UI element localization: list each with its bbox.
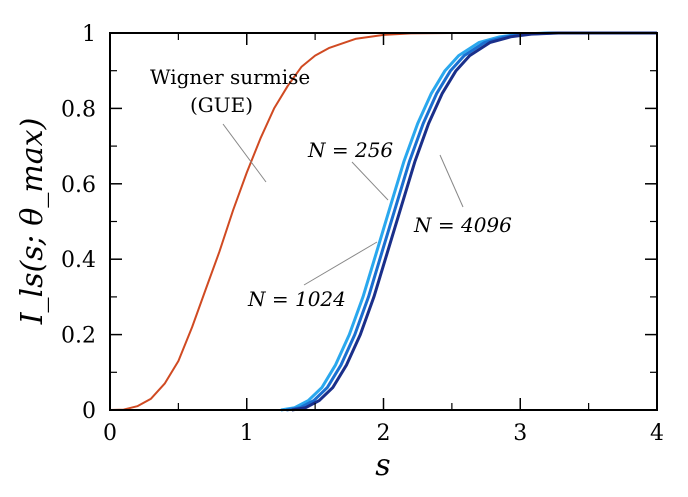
x-axis-title: s	[375, 448, 390, 483]
annotation-leaders	[222, 123, 464, 286]
x-tick-label: 4	[650, 421, 664, 446]
x-tick-label: 0	[103, 421, 117, 446]
y-tick-label: 0.4	[61, 248, 96, 273]
leader-n1024	[303, 241, 378, 286]
y-tick-label: 0.8	[61, 97, 96, 122]
x-tick-label: 2	[377, 421, 391, 446]
y-tick-label: 1	[82, 22, 96, 47]
y-tick-label: 0.6	[61, 173, 96, 198]
y-tick-label: 0	[82, 399, 96, 424]
leader-n4096	[439, 154, 464, 208]
series-line-wigner-surmise-gue	[109, 32, 657, 411]
annotation-n256: N = 256	[307, 138, 393, 162]
annotation-n4096: N = 4096	[413, 213, 512, 237]
x-tick-label: 1	[240, 421, 254, 446]
series-layer	[109, 31, 657, 412]
annotation-n1024: N = 1024	[247, 287, 346, 311]
x-tick-label: 3	[513, 421, 527, 446]
leader-n256	[351, 161, 389, 201]
leader-wigner	[222, 123, 267, 183]
annotation-gue: (GUE)	[190, 93, 253, 117]
y-tick-label: 0.2	[61, 324, 96, 349]
series-line-n-4096	[291, 31, 657, 412]
tick-layer: 0 1 2 3 4 0 0.2 0.4 0.6 0.8 1	[61, 22, 664, 446]
annotation-wigner: Wigner surmise	[150, 65, 310, 89]
plot-frame	[109, 32, 658, 411]
y-axis-title: I_ls(s; θ_max)	[15, 118, 50, 326]
